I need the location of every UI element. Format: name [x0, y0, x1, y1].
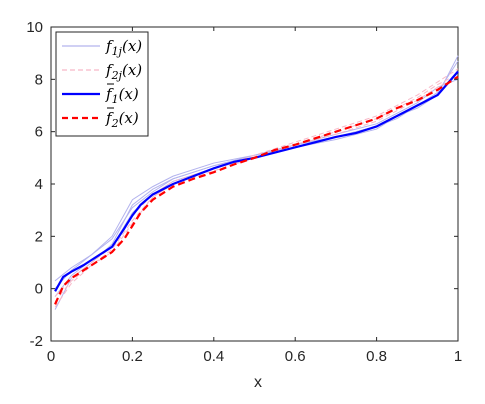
legend: f1j(x) f2j(x) f1(x) f2(x)	[55, 31, 149, 137]
x-axis-label: x	[254, 374, 262, 391]
legend-label-4: f2(x)	[105, 109, 139, 130]
legend-label-1: f1j(x)	[105, 37, 142, 58]
x-tick-label: 0.4	[203, 348, 224, 365]
series-3-mean-line	[54, 70, 459, 292]
x-tick-label: 1	[454, 348, 462, 365]
y-axis-ticks: -2 0 2 4 6 8 10	[26, 19, 458, 350]
legend-box	[55, 31, 149, 137]
series-4-mean-line	[54, 75, 459, 305]
x-tick-label: 0	[47, 348, 55, 365]
y-tick-label: 0	[35, 281, 43, 298]
y-tick-label: -2	[30, 333, 43, 350]
y-tick-label: 6	[35, 124, 43, 141]
series-1-sample-2	[54, 78, 459, 282]
y-tick-label: 10	[26, 19, 43, 36]
x-tick-label: 0.8	[366, 348, 387, 365]
legend-label-2: f2j(x)	[105, 61, 142, 82]
series-1-sample-4	[54, 55, 459, 290]
y-tick-label: 8	[35, 71, 43, 88]
x-tick-label: 0.2	[122, 348, 143, 365]
x-axis-ticks: 0 0.2 0.4 0.6 0.8 1	[47, 27, 462, 365]
plot-area	[50, 26, 459, 342]
y-tick-label: 4	[35, 176, 43, 193]
y-tick-label: 2	[35, 228, 43, 245]
x-tick-label: 0.6	[285, 348, 306, 365]
legend-label-3: f1(x)	[105, 85, 139, 106]
